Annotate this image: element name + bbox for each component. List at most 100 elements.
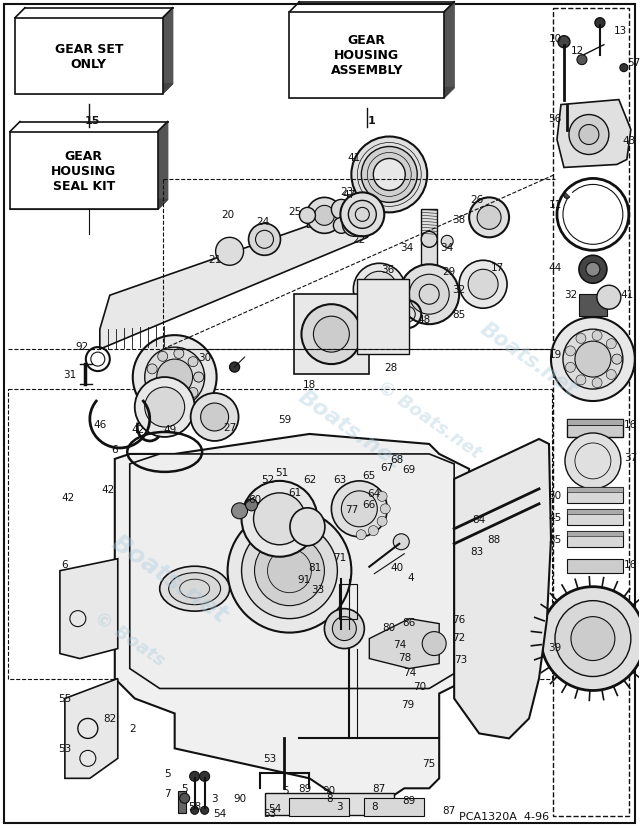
- Circle shape: [191, 393, 239, 441]
- Polygon shape: [15, 19, 163, 94]
- Circle shape: [612, 354, 622, 364]
- Text: 88: 88: [488, 534, 500, 544]
- Text: 32: 32: [564, 290, 577, 300]
- Text: 89: 89: [298, 783, 311, 793]
- Text: 19: 19: [548, 349, 562, 359]
- Text: 57: 57: [627, 58, 640, 68]
- Polygon shape: [557, 100, 631, 168]
- Circle shape: [194, 373, 204, 383]
- Circle shape: [180, 793, 189, 803]
- Text: 42: 42: [101, 484, 115, 494]
- Text: 16: 16: [624, 420, 637, 430]
- Circle shape: [541, 587, 640, 691]
- Text: 79: 79: [401, 700, 414, 710]
- Circle shape: [579, 256, 607, 284]
- Text: 42: 42: [131, 425, 145, 435]
- Polygon shape: [567, 559, 623, 573]
- Text: 43: 43: [622, 135, 636, 146]
- Ellipse shape: [415, 305, 443, 315]
- Circle shape: [575, 342, 611, 378]
- Circle shape: [468, 270, 498, 300]
- Text: 12: 12: [570, 46, 584, 55]
- Text: 74: 74: [393, 639, 406, 649]
- Circle shape: [194, 373, 204, 383]
- Text: 90: 90: [233, 793, 246, 803]
- Circle shape: [595, 19, 605, 29]
- Circle shape: [377, 492, 387, 502]
- Text: 6: 6: [61, 559, 68, 569]
- Circle shape: [577, 55, 587, 65]
- Text: 82: 82: [103, 714, 116, 724]
- Text: 74: 74: [403, 667, 416, 676]
- Ellipse shape: [290, 508, 325, 546]
- Polygon shape: [567, 509, 623, 514]
- Circle shape: [340, 193, 384, 237]
- Text: 70: 70: [413, 681, 426, 691]
- Text: 69: 69: [403, 465, 416, 474]
- Circle shape: [324, 609, 364, 649]
- Text: 11: 11: [548, 200, 562, 210]
- Text: 13: 13: [614, 26, 627, 36]
- Text: 31: 31: [63, 369, 77, 379]
- Text: 42: 42: [61, 493, 74, 503]
- Circle shape: [241, 481, 317, 557]
- Circle shape: [246, 499, 257, 511]
- Circle shape: [314, 206, 334, 226]
- Text: 71: 71: [333, 552, 346, 562]
- Circle shape: [188, 357, 198, 367]
- Circle shape: [565, 346, 575, 357]
- Text: 36: 36: [381, 265, 394, 275]
- Polygon shape: [100, 205, 374, 349]
- Text: 32: 32: [452, 285, 466, 295]
- Text: 37: 37: [624, 452, 637, 462]
- Circle shape: [564, 193, 570, 200]
- Circle shape: [232, 503, 248, 519]
- Circle shape: [157, 352, 168, 362]
- Circle shape: [597, 286, 621, 310]
- Text: © Boats.net: © Boats.net: [374, 377, 484, 462]
- Circle shape: [576, 334, 586, 344]
- Text: 8: 8: [326, 793, 333, 803]
- Text: 90: 90: [323, 786, 336, 796]
- Text: 3: 3: [211, 793, 218, 803]
- Text: 51: 51: [275, 467, 288, 477]
- Text: 80: 80: [383, 622, 396, 632]
- Text: 91: 91: [298, 574, 311, 584]
- Text: 46: 46: [93, 420, 106, 430]
- Polygon shape: [454, 440, 551, 739]
- Circle shape: [332, 617, 356, 641]
- Circle shape: [563, 330, 623, 390]
- Circle shape: [441, 236, 453, 248]
- Polygon shape: [579, 295, 607, 317]
- Text: 60: 60: [248, 494, 261, 504]
- Text: 17: 17: [490, 263, 504, 273]
- Circle shape: [145, 388, 185, 427]
- Circle shape: [373, 159, 405, 191]
- Text: 56: 56: [548, 113, 562, 123]
- Circle shape: [353, 264, 405, 315]
- Circle shape: [565, 363, 575, 373]
- Text: GEAR
HOUSING
SEAL KIT: GEAR HOUSING SEAL KIT: [51, 150, 116, 193]
- Text: 86: 86: [403, 617, 416, 627]
- Circle shape: [551, 318, 635, 402]
- Ellipse shape: [169, 573, 221, 605]
- Text: 20: 20: [221, 210, 234, 220]
- Polygon shape: [65, 679, 118, 778]
- Polygon shape: [364, 798, 424, 816]
- Circle shape: [477, 206, 501, 230]
- Circle shape: [606, 339, 616, 349]
- Polygon shape: [294, 295, 369, 374]
- Text: 87: 87: [442, 806, 456, 816]
- Circle shape: [620, 65, 628, 73]
- Text: 77: 77: [345, 504, 358, 514]
- Polygon shape: [567, 509, 623, 525]
- Text: 53: 53: [263, 753, 276, 763]
- Circle shape: [200, 806, 209, 814]
- Circle shape: [228, 509, 351, 633]
- Text: 78: 78: [397, 652, 411, 662]
- Polygon shape: [130, 455, 454, 689]
- Circle shape: [268, 549, 312, 593]
- Text: 66: 66: [363, 499, 376, 509]
- Text: 67: 67: [381, 462, 394, 472]
- Polygon shape: [421, 210, 437, 270]
